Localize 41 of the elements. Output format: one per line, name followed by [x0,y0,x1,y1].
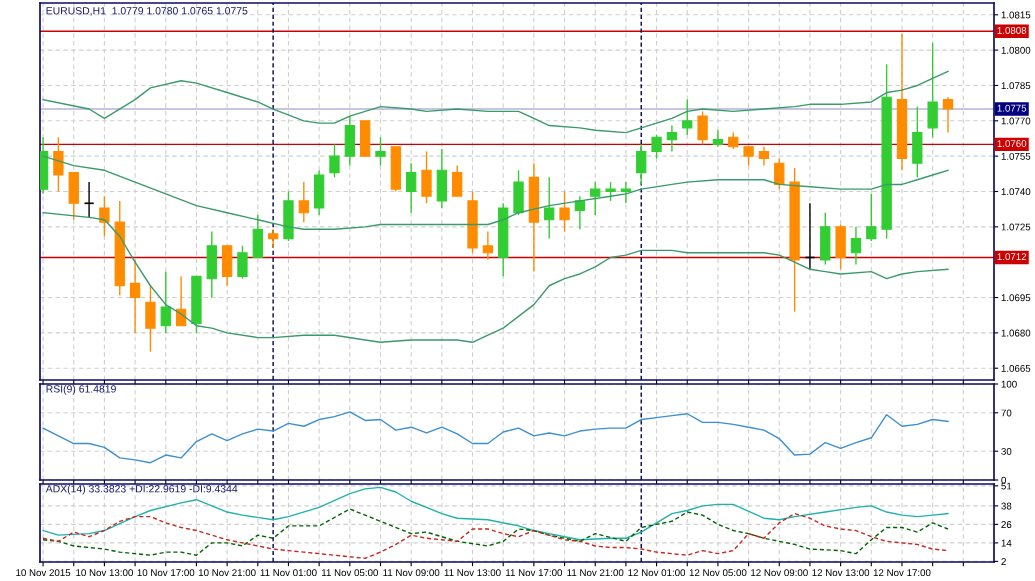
x-tick-label: 10 Nov 21:00 [198,569,256,577]
x-tick-label: 11 Nov 09:00 [383,569,440,577]
y-tick-label: 38 [1001,502,1012,510]
x-tick-label: 11 Nov 01:00 [260,569,317,577]
x-tick-label: 12 Nov 17:00 [873,569,931,577]
y-tick-label: 1.0665 [1001,364,1031,372]
x-tick-label: 11 Nov 13:00 [444,569,501,577]
y-tick-label: 51 [1001,482,1012,490]
chart-title: ADX(14) 33.3823 +DI:22.9619 -DI:9.4344 [45,484,238,495]
chart-title: EURUSD,H1 1.0779 1.0780 1.0765 1.0775 [46,7,248,16]
y-tick-label: 1.0680 [1001,329,1031,337]
y-tick-label: 1.0740 [1001,188,1031,196]
y-tick-label: 1.0785 [1001,82,1031,90]
x-tick-label: 11 Nov 21:00 [567,569,624,577]
x-tick-label: 11 Nov 17:00 [506,569,563,577]
x-tick-label: 10 Nov 17:00 [137,569,195,577]
y-tick-label: 100 [1001,380,1017,388]
y-tick-label: 1.0755 [1001,152,1031,160]
y-tick-label: 1.0725 [1001,223,1031,231]
y-tick-label: 0 [1001,476,1006,484]
y-tick-label: 1.0815 [1001,11,1031,19]
x-tick-label: 12 Nov 13:00 [812,569,870,577]
y-tick-label: 26 [1001,521,1012,529]
y-tick-label: 1.0695 [1001,294,1031,302]
x-tick-label: 10 Nov 2015 [16,569,71,577]
ref-line-label: 1.0775 [997,104,1027,112]
chart-title: RSI(9) 61.4819 [46,384,116,395]
x-tick-label: 10 Nov 13:00 [76,569,133,577]
ref-line-label: 1.0808 [997,27,1027,34]
y-tick-label: 1.0800 [1001,46,1031,54]
ref-line-label: 1.0712 [997,253,1027,261]
x-tick-label: 12 Nov 01:00 [628,569,686,577]
y-tick-label: 2 [1001,558,1006,565]
y-tick-label: 14 [1001,539,1012,547]
y-tick-label: 1.0770 [1001,117,1031,125]
x-tick-label: 11 Nov 05:00 [322,569,378,577]
x-tick-label: 12 Nov 05:00 [689,569,747,577]
y-tick-label: 70 [1001,409,1012,417]
y-tick-label: 30 [1001,447,1012,455]
ref-line-label: 1.0760 [997,140,1027,147]
x-tick-label: 12 Nov 09:00 [751,569,808,577]
